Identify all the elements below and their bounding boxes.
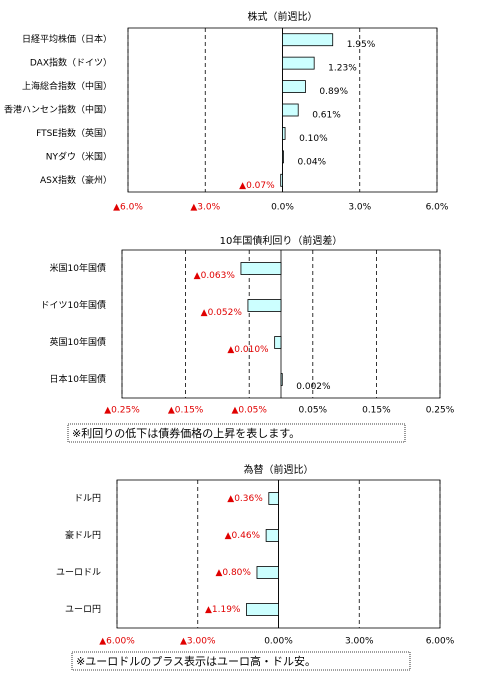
x-tick-label: ▲0.05%	[231, 406, 267, 416]
x-tick-label: 3.0%	[348, 203, 371, 213]
value-label: ▲1.19%	[205, 605, 241, 615]
x-tick-label: ▲0.25%	[104, 406, 140, 416]
bar	[282, 127, 286, 140]
category-label: 日経平均株価（日本）	[22, 33, 112, 45]
value-label: 0.61%	[312, 111, 341, 121]
bar	[282, 150, 284, 164]
category-label: FTSE指数（英国）	[36, 127, 112, 139]
category-label: DAX指数（ドイツ）	[30, 57, 112, 69]
note-box	[67, 423, 406, 443]
value-label: 0.89%	[319, 87, 348, 97]
category-label: 上海総合指数（中国）	[22, 80, 112, 92]
x-tick-label: 0.0%	[271, 203, 294, 213]
value-label: ▲0.36%	[227, 494, 263, 504]
bar	[247, 299, 282, 312]
x-tick-label: ▲3.0%	[190, 203, 220, 213]
chart-title: 10年国債利回り（前週差）	[220, 234, 343, 247]
x-tick-label: ▲6.0%	[113, 203, 143, 213]
bar	[280, 173, 283, 187]
x-tick-label: 0.05%	[299, 406, 328, 416]
category-label: 日本10年国債	[50, 373, 106, 385]
x-tick-label: ▲0.15%	[168, 406, 204, 416]
note: ※ユーロドルのプラス表示はユーロ高・ドル安。	[76, 654, 316, 668]
bar	[280, 373, 283, 386]
value-label: ▲0.80%	[215, 568, 251, 578]
note: ※利回りの低下は債券価格の上昇を表します。	[72, 426, 300, 440]
x-tick-label: ▲3.00%	[180, 637, 216, 647]
category-label: 香港ハンセン指数（中国）	[4, 104, 112, 116]
bar	[282, 103, 299, 117]
bar	[282, 33, 334, 47]
x-tick-label: 0.15%	[362, 406, 391, 416]
value-label: ▲0.052%	[201, 308, 243, 318]
category-label: ユーロ円	[65, 604, 101, 615]
category-label: 英国10年国債	[50, 336, 106, 348]
value-label: 1.95%	[347, 40, 376, 50]
chart-title: 株式（前週比）	[248, 10, 318, 23]
value-label: 0.04%	[298, 157, 327, 167]
category-label: 米国10年国債	[50, 262, 106, 274]
x-tick-label: 0.25%	[426, 406, 455, 416]
value-label: 1.23%	[328, 64, 357, 74]
bar	[282, 56, 315, 70]
category-label: ASX指数（豪州）	[40, 174, 112, 186]
bar	[256, 566, 279, 579]
bar	[246, 603, 279, 616]
note-box	[71, 651, 411, 671]
category-label: ドイツ10年国債	[41, 299, 106, 311]
value-label: 0.10%	[299, 134, 328, 144]
value-label: ▲0.07%	[239, 181, 275, 191]
value-label: ▲0.010%	[227, 345, 269, 355]
value-label: ▲0.46%	[225, 531, 261, 541]
bar	[265, 529, 279, 542]
value-label: 0.002%	[296, 382, 331, 392]
bar	[274, 336, 282, 349]
category-label: ユーロドル	[56, 568, 101, 578]
category-label: ドル円	[74, 493, 101, 504]
x-tick-label: 6.00%	[426, 637, 455, 647]
value-label: ▲0.063%	[194, 271, 236, 281]
x-tick-label: 6.0%	[426, 203, 449, 213]
bar	[240, 262, 282, 275]
category-label: NYダウ（米国）	[46, 150, 112, 162]
x-tick-label: 3.00%	[345, 637, 374, 647]
chart-title: 為替（前週比）	[244, 463, 314, 476]
bar	[282, 80, 306, 93]
x-tick-label: 0.00%	[264, 637, 293, 647]
bar	[268, 492, 279, 505]
x-tick-label: ▲6.00%	[99, 637, 135, 647]
category-label: 豪ドル円	[65, 529, 101, 541]
